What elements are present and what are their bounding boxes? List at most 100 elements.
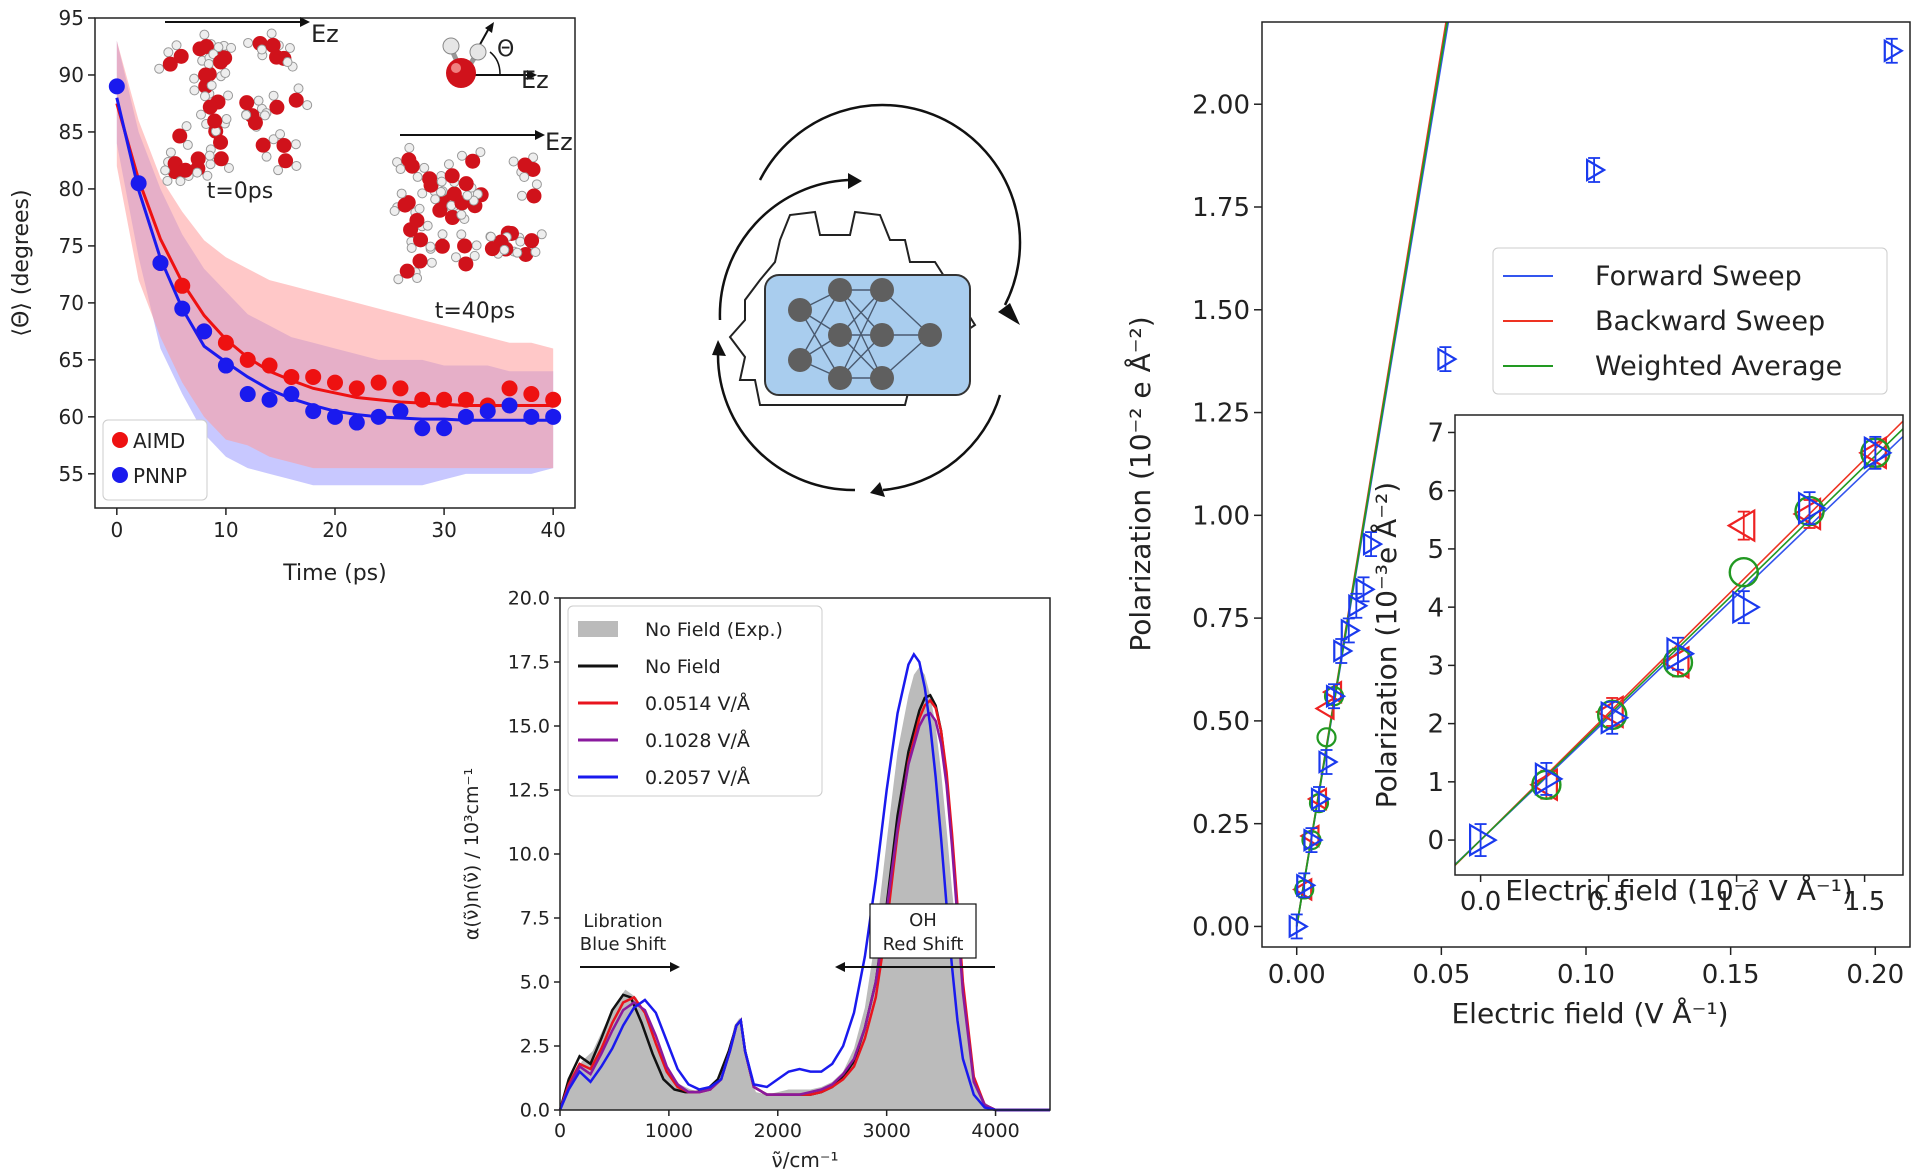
- spectrum-ytick-label: 12.5: [508, 780, 550, 802]
- oxygen-atom: [265, 37, 281, 53]
- polarization-ytick-label: 0.25: [1192, 810, 1250, 840]
- oxygen-atom: [518, 246, 534, 262]
- data-point-pnnp: [545, 408, 562, 425]
- spectrum-xtick-label: 1000: [645, 1120, 693, 1142]
- hydrogen-atom: [412, 171, 423, 182]
- hydrogen-atom: [417, 188, 428, 199]
- data-point-pnnp: [392, 403, 409, 420]
- data-point-aimd: [523, 386, 540, 403]
- hydrogen-atom: [531, 179, 542, 190]
- oxygen-atom: [198, 39, 214, 55]
- data-point-aimd: [283, 368, 300, 385]
- inset-backward-point: [1529, 767, 1558, 802]
- spectrum-ytick-label: 2.5: [520, 1036, 550, 1058]
- data-point-aimd: [305, 368, 322, 385]
- hydrogen-atom: [393, 274, 404, 285]
- oxygen-atom: [288, 92, 304, 108]
- field-arrowhead-t40: [535, 130, 545, 140]
- inset-backward-point: [1858, 435, 1887, 470]
- forward-point: [1310, 787, 1332, 811]
- hydrogen-atom: [475, 147, 486, 158]
- hydrogen-atom: [469, 250, 480, 261]
- spectrum-ytick-label: 10.0: [508, 844, 550, 866]
- data-point-pnnp: [414, 420, 431, 437]
- data-point-aimd: [392, 380, 409, 397]
- hydrogen-atom: [512, 247, 523, 258]
- hydrogen-atom: [165, 147, 176, 158]
- polarization-xtick-label: 0.05: [1412, 960, 1470, 990]
- data-point-aimd: [414, 391, 431, 408]
- data-point-pnnp: [457, 408, 474, 425]
- hydrogen-atom: [395, 164, 406, 175]
- orientation-y-axis-label: ⟨Θ⟩ (degrees): [9, 189, 34, 336]
- hydrogen-atom: [162, 175, 173, 186]
- inset-forward-point: [1468, 823, 1498, 857]
- inset-forward-point: [1732, 590, 1761, 625]
- hydrogen-atom: [205, 159, 216, 170]
- inset-fit-line-2: [1455, 428, 1903, 866]
- polarization-xtick-label: 0.10: [1557, 960, 1615, 990]
- inset-forward-point: [1863, 435, 1893, 470]
- data-point-aimd: [261, 357, 278, 374]
- data-point-aimd: [348, 380, 365, 397]
- hydrogen-atom: [154, 63, 165, 74]
- hydrogen-atom: [223, 90, 234, 101]
- data-point-pnnp: [152, 255, 169, 271]
- snapshot-label-t40: t=40ps: [435, 299, 515, 324]
- data-point-pnnp: [130, 175, 147, 192]
- inset-x-axis-label: Electric field (10⁻² V Å⁻¹): [1505, 873, 1853, 907]
- oxygen-atom: [213, 54, 229, 70]
- polarization-x-axis-label: Electric field (V Å⁻¹): [1451, 996, 1728, 1030]
- hydrogen-atom: [284, 43, 295, 54]
- spectrum-xtick-label: 2000: [754, 1120, 802, 1142]
- oxygen-atom: [526, 188, 542, 204]
- legend-marker-pnnp: [112, 467, 128, 483]
- hydrogen-atom: [528, 152, 539, 163]
- legend-marker-aimd: [112, 432, 128, 448]
- data-point-aimd: [239, 351, 256, 368]
- oxygen-atom: [517, 157, 533, 173]
- polarization-chart: 0.00 0.05 0.10 0.15 0.20 0.000.250.500.751.0…: [1123, 21, 1911, 1030]
- orientation-ytick-label: 95: [59, 6, 84, 30]
- backward-point: [1292, 877, 1313, 902]
- oxygen-atom: [404, 158, 420, 174]
- oxygen-atom: [465, 153, 481, 169]
- hydrogen-atom: [425, 241, 436, 252]
- inset-ytick-label: 1: [1427, 768, 1444, 798]
- hydrogen-atom: [406, 242, 417, 253]
- inset-backward-point: [1792, 497, 1822, 531]
- data-point-pnnp: [436, 420, 453, 437]
- inset-forward-point: [1666, 636, 1696, 671]
- spectrum-ytick-label: 20.0: [508, 588, 550, 610]
- orientation-xtick-label: 10: [213, 518, 238, 542]
- data-point-pnnp: [196, 323, 213, 340]
- hydrogen-atom: [485, 231, 496, 242]
- orientation-ytick-label: 90: [59, 63, 84, 87]
- oh-annotation-box: [869, 903, 977, 959]
- hydrogen-atom: [282, 57, 293, 68]
- libration-annotation-line2: Blue Shift: [580, 934, 666, 955]
- polarization-xtick-label: 0.20: [1846, 960, 1904, 990]
- theta-label: Θ: [497, 37, 514, 62]
- hydrogen-atom: [404, 142, 415, 153]
- water-snapshot-t0: [154, 28, 313, 187]
- legend-label-0: No Field (Exp.): [645, 619, 783, 641]
- data-point-aimd: [501, 380, 518, 397]
- oxygen-atom: [213, 151, 229, 167]
- hydrogen-atom: [412, 273, 423, 284]
- hydrogen-atom: [206, 80, 217, 91]
- hydrogen-atom: [499, 244, 510, 255]
- hydrogen-atom: [220, 68, 231, 79]
- hydrogen-atom: [163, 47, 174, 58]
- forward-point: [1296, 873, 1317, 898]
- oxygen-atom: [413, 232, 429, 248]
- orientation-legend: AIMD PNNP: [102, 419, 208, 501]
- spectrum-xtick-label: 0: [554, 1120, 566, 1142]
- legend-label-3: 0.1028 V/Å: [645, 729, 750, 752]
- polarization-ytick-label: 0.50: [1192, 707, 1250, 737]
- hydrogen-atom: [414, 203, 425, 214]
- hydrogen-atom: [266, 28, 277, 39]
- polarization-xtick-label: 0.15: [1702, 960, 1760, 990]
- spectrum-ytick-label: 15.0: [508, 716, 550, 738]
